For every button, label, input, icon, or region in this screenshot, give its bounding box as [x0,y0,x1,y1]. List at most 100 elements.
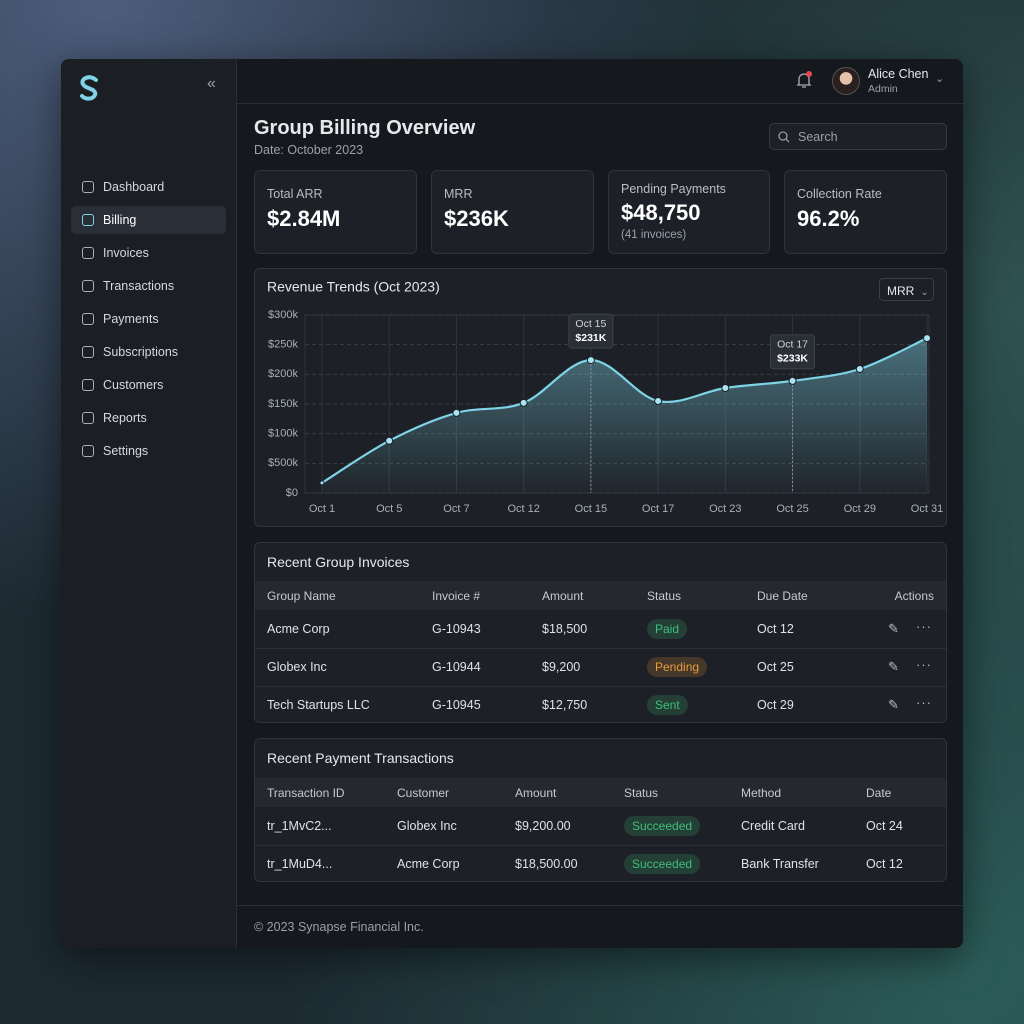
cell: G-10943 [432,622,481,636]
cell: Acme Corp [267,622,330,636]
table-header [255,581,946,610]
nav-label: Invoices [103,246,149,260]
nav-item[interactable]: Dashboard [71,173,226,201]
column-header: Status [624,786,659,800]
cell: Oct 12 [757,622,794,636]
cell: $18,500.00 [515,857,578,871]
footer-divider [237,905,963,906]
nav-label: Billing [103,213,137,227]
column-header: Group Name [267,589,336,603]
nav-item[interactable]: Subscriptions [71,338,226,366]
user-menu[interactable]: ⌄ [935,73,945,85]
kpi-value: 96.2% [797,206,860,231]
avatar[interactable] [832,67,860,95]
row-divider [255,845,946,846]
user-name: Alice Chen [868,67,929,81]
cell: Oct 12 [866,857,903,871]
nav-icon [82,313,94,325]
kpi-label: MRR [444,187,473,201]
more-button[interactable]: ··· [916,695,932,710]
edit-button[interactable]: ✎ [888,659,899,674]
cell: Globex Inc [267,660,327,674]
edit-button[interactable]: ✎ [888,621,899,636]
status-badge: Sent [647,695,688,715]
kpi-label: Pending Payments [621,182,726,196]
table-header [255,778,946,807]
kpi-card: Pending Payments $48,750 (41 invoices) [608,170,770,254]
more-button[interactable]: ··· [916,619,932,634]
page-title: Group Billing Overview [254,117,476,139]
more-button[interactable]: ··· [916,657,932,672]
nav-item[interactable]: Reports [71,404,226,432]
nav-icon [82,280,94,292]
nav-item[interactable]: Payments [71,305,226,333]
invoices-card [254,542,947,723]
column-header: Method [741,786,782,800]
column-header: Customer [397,786,450,800]
column-header: Transaction ID [267,786,345,800]
nav-label: Reports [103,411,147,425]
nav-item[interactable]: Settings [71,437,226,465]
nav-icon [82,379,94,391]
cell: tr_1MuD4... [267,857,333,871]
nav-icon [82,181,94,193]
nav-icon [82,445,94,457]
nav-icon [82,412,94,424]
row-divider [255,686,946,687]
nav-label: Settings [103,444,149,458]
collapse-button[interactable]: « [207,75,216,92]
kpi-label: Total ARR [267,187,323,201]
column-header: Amount [542,589,584,603]
nav-item[interactable]: Billing [71,206,226,234]
nav-item[interactable]: Customers [71,371,226,399]
cell: Oct 24 [866,819,903,833]
search-icon [778,131,790,143]
kpi-value: $2.84M [267,206,341,231]
column-header: Invoice # [432,589,481,603]
kpi-card: Collection Rate 96.2% [784,170,947,254]
nav-item[interactable]: Transactions [71,272,226,300]
nav-label: Payments [103,312,159,326]
search-box[interactable]: Search [769,123,947,150]
column-header: Actions [894,589,934,603]
cell: Oct 29 [757,698,794,712]
user-role: Admin [868,83,898,95]
search-placeholder: Search [798,130,838,144]
cell: $9,200 [542,660,581,674]
nav-label: Dashboard [103,180,165,194]
cell: Acme Corp [397,857,460,871]
column-header: Status [647,589,682,603]
kpi-card: Total ARR $2.84M [254,170,417,254]
cell: Bank Transfer [741,857,819,871]
column-header: Amount [515,786,557,800]
cell: $12,750 [542,698,588,712]
page-date: Date: October 2023 [254,143,364,157]
kpi-value: $236K [444,206,509,231]
chart-card [254,268,947,527]
nav-label: Transactions [103,279,175,293]
cell: G-10944 [432,660,481,674]
edit-button[interactable]: ✎ [888,697,899,712]
kpi-label: Collection Rate [797,187,882,201]
notifications[interactable] [795,70,813,90]
cell: $9,200.00 [515,819,571,833]
logo [80,75,98,101]
cell: Globex Inc [397,819,457,833]
nav-icon [82,247,94,259]
cell: Oct 25 [757,660,794,674]
nav-icon [82,214,94,226]
cell: Tech Startups LLC [267,698,370,712]
cell: G-10945 [432,698,481,712]
nav-label: Subscriptions [103,345,179,359]
status-badge: Succeeded [624,816,701,836]
table-title: Recent Payment Transactions [267,750,454,766]
footer-text: © 2023 Synapse Financial Inc. [254,920,424,934]
nav-icon [82,346,94,358]
kpi-note: (41 invoices) [621,229,687,241]
chart-selector-label: MRR [887,284,915,298]
nav-item[interactable]: Invoices [71,239,226,267]
cell: tr_1MvC2... [267,819,332,833]
row-divider [255,648,946,649]
chart-selector[interactable]: MRR ⌄ [879,278,934,301]
